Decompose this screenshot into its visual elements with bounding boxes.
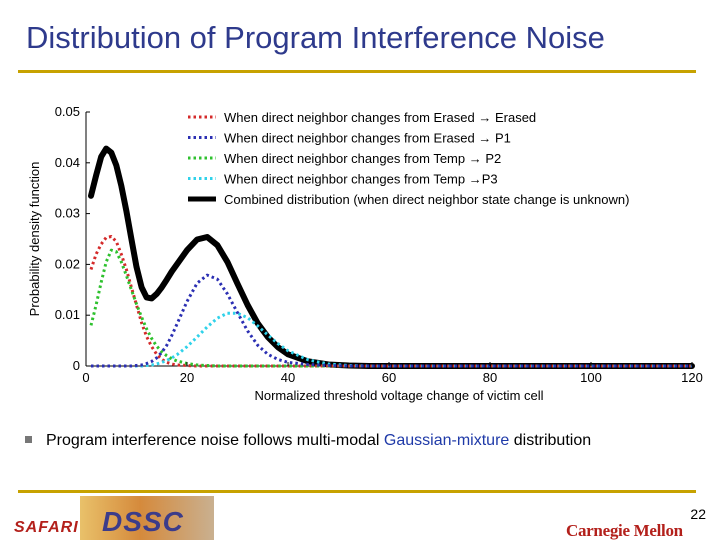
page-number: 22 (690, 506, 706, 522)
legend-label-2: When direct neighbor changes from Erased… (224, 131, 511, 146)
x-axis-label: Normalized threshold voltage change of v… (254, 388, 543, 403)
legend-label-5: Combined distribution (when direct neigh… (224, 192, 629, 207)
series-line-3 (89, 248, 692, 368)
dssc-logo-text: DSSC (102, 506, 184, 537)
x-tick-label: 100 (580, 370, 602, 385)
y-tick-label: 0.03 (55, 206, 80, 221)
x-tick-label: 40 (281, 370, 295, 385)
y-tick-label: 0 (73, 358, 80, 373)
y-tick-label: 0.04 (55, 155, 80, 170)
footer-divider (18, 490, 696, 493)
legend-label-1: When direct neighbor changes from Erased… (224, 110, 536, 125)
x-tick-label: 60 (382, 370, 396, 385)
y-tick-labels: 0 0.01 0.02 0.03 0.04 0.05 (55, 104, 90, 373)
y-tick-label: 0.01 (55, 307, 80, 322)
x-tick-label: 80 (483, 370, 497, 385)
bullet-marker (25, 436, 32, 443)
x-tick-labels: 0 20 40 60 80 100 120 (82, 362, 703, 385)
bullet-text-before: Program interference noise follows multi… (46, 432, 384, 449)
y-axis-label: Probability density function (27, 162, 42, 317)
chart: 0 20 40 60 80 100 120 0 0.01 0.02 0.03 0.04 0.05 Pr… (0, 96, 720, 412)
series-line-4 (91, 311, 692, 368)
bullet-text-highlight: Gaussian-mixture (383, 432, 510, 449)
legend-label-3: When direct neighbor changes from Temp →… (224, 151, 501, 166)
x-tick-label: 0 (82, 370, 89, 385)
series-lines (88, 145, 695, 369)
legend: When direct neighbor changes from Erased… (188, 110, 629, 207)
chart-svg: 0 20 40 60 80 100 120 0 0.01 0.02 0.03 0.04 0.05 Pr… (27, 104, 703, 403)
bullet-text: Program interference noise follows multi… (46, 430, 666, 452)
y-tick-label: 0.02 (55, 256, 80, 271)
dssc-logo: DSSC (80, 496, 214, 540)
y-tick-label: 0.05 (55, 104, 80, 119)
x-tick-label: 20 (180, 370, 194, 385)
cmu-logo: Carnegie Mellon (566, 521, 683, 540)
title-divider (18, 70, 696, 73)
series-line-2 (91, 273, 692, 368)
legend-label-4: When direct neighbor changes from Temp →… (224, 172, 498, 187)
bullet-text-after: distribution (509, 432, 592, 449)
x-tick-label: 120 (681, 370, 703, 385)
safari-logo: SAFARI (14, 519, 79, 536)
slide-title: Distribution of Program Interference Noi… (26, 20, 605, 55)
